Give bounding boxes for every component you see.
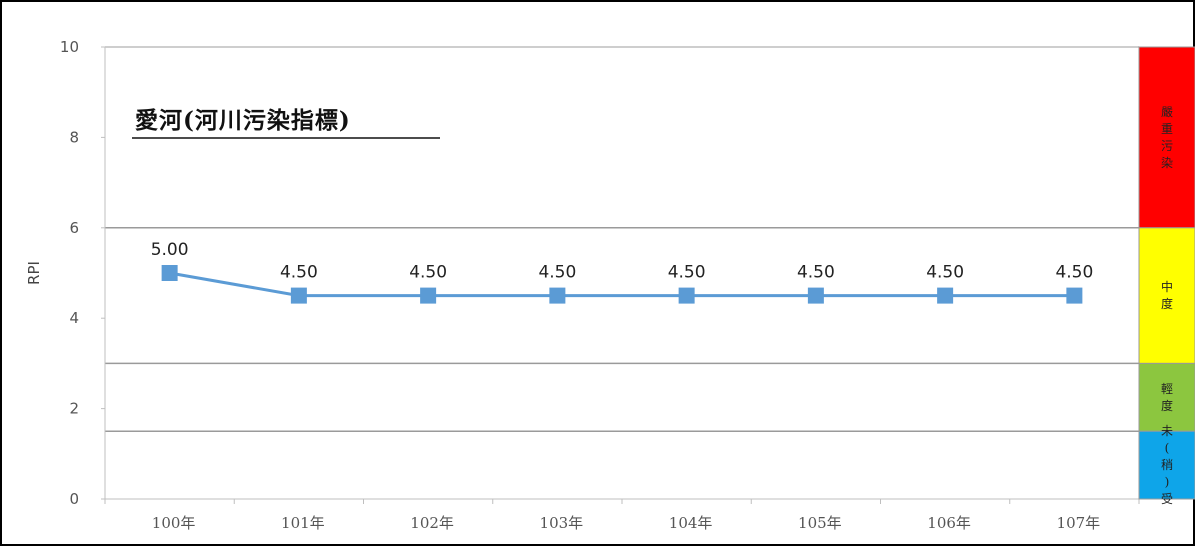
- x-tick-label: 101年: [281, 514, 325, 532]
- series-rpi: [161, 265, 1083, 304]
- x-tick-label: 105年: [798, 514, 842, 532]
- band-label: 未(稍)受: [1161, 424, 1173, 506]
- data-point: [678, 287, 695, 304]
- y-tick-labels: 0 2 4 6 8 10: [60, 38, 79, 508]
- y-tick-label: 6: [69, 219, 79, 237]
- data-point: [937, 287, 954, 304]
- data-label: 4.50: [409, 263, 447, 283]
- band-rect: [1138, 362, 1195, 432]
- chart-title-group: 愛河(河川污染指標): [132, 107, 440, 139]
- x-tick-label: 104年: [669, 514, 713, 532]
- data-label: 4.50: [797, 263, 835, 283]
- y-tick-label: 0: [69, 490, 79, 508]
- axes: [101, 46, 1140, 504]
- x-tick-label: 103年: [540, 514, 584, 532]
- x-tick-label: 102年: [410, 514, 454, 532]
- band-label: 嚴重污染: [1161, 105, 1173, 170]
- series-line: [169, 271, 1075, 298]
- band-label: 中度: [1161, 279, 1173, 311]
- y-tick-label: 10: [60, 38, 79, 56]
- data-point: [1066, 287, 1083, 304]
- band-rect: [1138, 46, 1195, 229]
- y-axis-label: RPI: [25, 261, 43, 285]
- y-tick-label: 2: [69, 400, 79, 418]
- data-labels: 5.00 4.50 4.50 4.50 4.50 4.50 4.50 4.50: [151, 240, 1094, 283]
- x-tick-label: 107年: [1057, 514, 1101, 532]
- data-label: 4.50: [1055, 263, 1093, 283]
- data-label: 4.50: [668, 263, 706, 283]
- data-point: [807, 287, 824, 304]
- data-point: [549, 287, 566, 304]
- data-label: 4.50: [280, 263, 318, 283]
- data-label: 4.50: [926, 263, 964, 283]
- x-tick-label: 100年: [152, 514, 196, 532]
- data-point: [420, 287, 437, 304]
- x-tick-labels: 100年 101年 102年 103年 104年 105年 106年 107年: [152, 514, 1100, 532]
- data-label: 5.00: [151, 240, 189, 260]
- data-point: [161, 265, 178, 281]
- data-point: [290, 287, 307, 304]
- band-rect: [1138, 430, 1195, 500]
- data-label: 4.50: [538, 263, 576, 283]
- x-tick-label: 106年: [927, 514, 971, 532]
- y-tick-label: 4: [69, 309, 79, 327]
- band-label: 輕度: [1161, 382, 1173, 413]
- y-tick-label: 8: [69, 128, 79, 146]
- band-rect: [1138, 227, 1195, 364]
- chart-title: 愛河(河川污染指標): [135, 107, 351, 134]
- threshold-lines: [105, 46, 1139, 432]
